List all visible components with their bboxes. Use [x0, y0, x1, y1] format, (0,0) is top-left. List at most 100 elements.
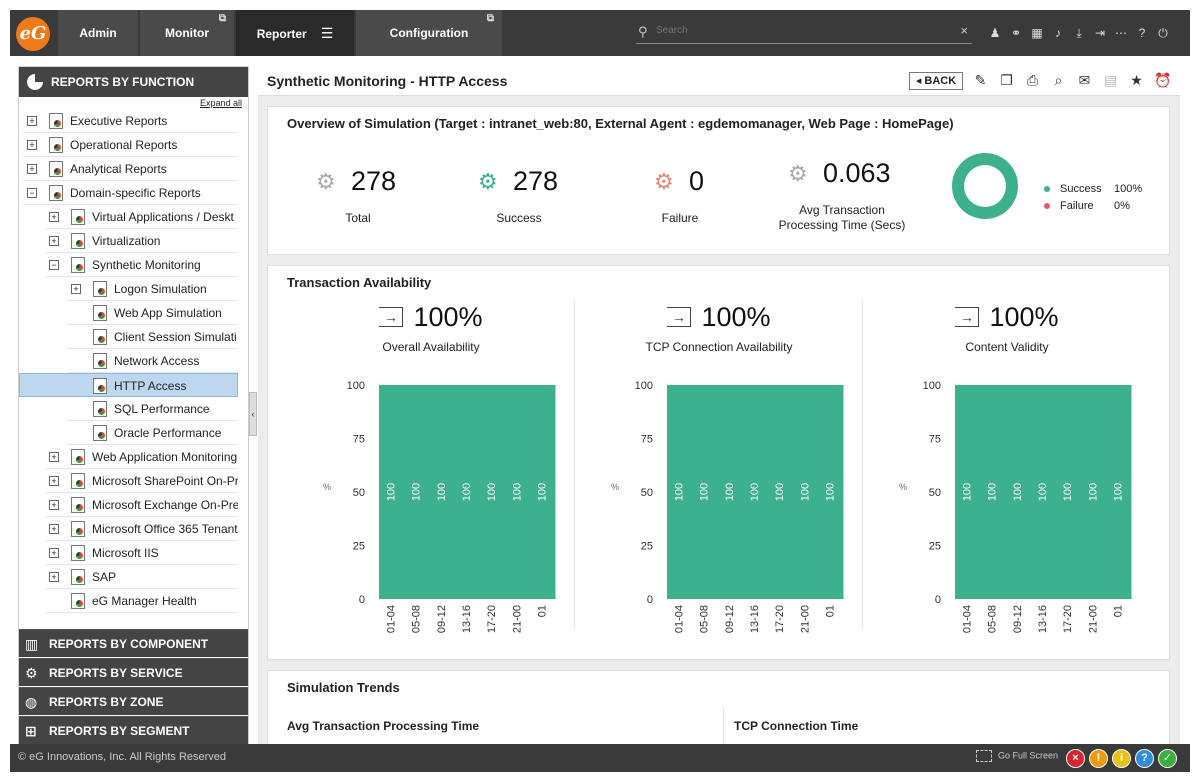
normal-alarm-icon[interactable]: ✓	[1158, 749, 1177, 768]
clear-search-icon[interactable]: ×	[960, 23, 968, 38]
tree-node[interactable]: Web App Simulation	[67, 301, 238, 325]
tree-node-label: Microsoft Office 365 Tenant	[92, 522, 238, 536]
x-tick-label: 17-20	[486, 605, 498, 633]
expand-icon[interactable]: +	[49, 524, 59, 534]
tree-node[interactable]: + Microsoft Office 365 Tenant	[45, 517, 238, 541]
login-arrow-icon: →	[955, 307, 980, 327]
power-icon[interactable]: ⏻	[1158, 25, 1168, 40]
tree-node[interactable]: + Microsoft IIS	[45, 541, 238, 565]
logout-icon[interactable]: ⇥	[1094, 26, 1106, 40]
tree-node[interactable]: + Executive Reports	[23, 109, 238, 133]
export-pdf-icon[interactable]: ⎙	[1026, 72, 1039, 88]
minor-alarm-icon[interactable]: i	[1112, 749, 1131, 768]
tab-label: Admin	[79, 26, 117, 40]
report-icon	[71, 545, 85, 561]
bar	[529, 385, 556, 599]
report-icon	[71, 257, 85, 273]
section-reports-by-segment[interactable]: ⊞ REPORTS BY SEGMENT	[19, 716, 248, 744]
link-icon[interactable]: ⚭	[1010, 26, 1022, 40]
schedule-alarm-icon[interactable]: ⏰	[1154, 72, 1172, 88]
download-icon[interactable]: ⤓	[1076, 25, 1082, 40]
unknown-alarm-icon[interactable]: ?	[1135, 749, 1154, 768]
section-reports-by-service[interactable]: ⚙ REPORTS BY SERVICE	[19, 658, 248, 686]
edit-report-icon[interactable]: ✎	[974, 72, 987, 88]
tree-node[interactable]: + Virtual Applications / Deskt	[45, 205, 238, 229]
tree-node[interactable]: + Logon Simulation	[67, 277, 238, 301]
critical-alarm-icon[interactable]: ×	[1066, 749, 1085, 768]
tree-node[interactable]: + Microsoft Exchange On-Pre	[45, 493, 238, 517]
stat-avg-time-value: 0.063	[823, 158, 891, 188]
sidebar-collapse-handle[interactable]: ‹	[249, 392, 257, 436]
tree-node[interactable]: − Synthetic Monitoring	[45, 253, 238, 277]
tree-node-label: Virtualization	[92, 234, 161, 248]
stat-success-value: 278	[513, 166, 559, 196]
more-icon[interactable]: ⋯	[1115, 26, 1127, 40]
report-icon	[49, 161, 63, 177]
tab-configuration[interactable]: Configuration ⧉	[356, 10, 502, 56]
bar-chart: 0 25 50 75 100% 100 01-04 100 05-08 100 09-12 100 13…	[611, 380, 844, 633]
user-icon[interactable]: ♟	[989, 26, 1001, 40]
tree-node[interactable]: SQL Performance	[67, 397, 238, 421]
menu-icon[interactable]: ☰	[320, 25, 334, 41]
y-tick-label: 100	[347, 380, 365, 392]
expand-icon[interactable]: +	[49, 212, 59, 222]
tab-monitor[interactable]: Monitor ⧉	[140, 10, 234, 56]
search-input[interactable]	[656, 25, 946, 36]
tree-node[interactable]: + Virtualization	[45, 229, 238, 253]
full-screen-button[interactable]: Go Full Screen	[976, 750, 1058, 762]
expand-icon[interactable]: +	[27, 140, 37, 150]
tree-node[interactable]: + Web Application Monitoring	[45, 445, 238, 469]
building-icon[interactable]: ▦	[1031, 26, 1043, 40]
print-icon[interactable]: ⌕	[1054, 72, 1063, 88]
report-icon	[93, 305, 107, 321]
collapse-icon[interactable]: −	[49, 260, 59, 270]
expand-icon[interactable]: +	[27, 116, 37, 126]
eg-logo[interactable]: eG	[16, 17, 50, 51]
bar	[1105, 385, 1132, 599]
tree-node[interactable]: + SAP	[45, 565, 238, 589]
tree-node[interactable]: Client Session Simulati	[67, 325, 238, 349]
expand-icon[interactable]: +	[49, 548, 59, 558]
email-icon[interactable]: ✉	[1078, 72, 1091, 88]
expand-icon[interactable]: +	[49, 500, 59, 510]
expand-icon[interactable]: +	[71, 284, 81, 294]
fullscreen-icon	[976, 750, 992, 762]
copy-report-icon[interactable]: ❐	[1000, 72, 1013, 88]
favorite-star-icon[interactable]: ★	[1130, 72, 1143, 88]
report-icon	[49, 185, 63, 201]
availability-title: Transaction Availability	[287, 275, 432, 290]
section-label: REPORTS BY SEGMENT	[49, 724, 190, 738]
sidebar-header[interactable]: REPORTS BY FUNCTION	[19, 67, 248, 97]
section-reports-by-component[interactable]: ▥ REPORTS BY COMPONENT	[19, 629, 248, 657]
tree-node[interactable]: Network Access	[67, 349, 238, 373]
expand-icon[interactable]: +	[49, 476, 59, 486]
help-icon[interactable]: ?	[1138, 26, 1146, 40]
expand-all-link[interactable]: Expand all	[199, 98, 242, 108]
section-reports-by-zone[interactable]: ◍ REPORTS BY ZONE	[19, 687, 248, 715]
tree-node[interactable]: + Microsoft SharePoint On-Pr	[45, 469, 238, 493]
tree-node-label: HTTP Access	[114, 379, 187, 393]
tab-admin[interactable]: Admin	[58, 10, 138, 56]
tree-node[interactable]: − Domain-specific Reports	[23, 181, 238, 205]
y-tick-label: 0	[647, 594, 653, 606]
bell-icon[interactable]: ♪	[1055, 26, 1061, 40]
y-axis-label: %	[323, 482, 331, 492]
bar	[1005, 385, 1031, 599]
y-axis-label: %	[611, 482, 619, 492]
tree-node[interactable]: eG Manager Health	[45, 589, 238, 613]
major-alarm-icon[interactable]: !	[1089, 749, 1108, 768]
tree-node-selected[interactable]: HTTP Access	[19, 373, 238, 397]
expand-icon[interactable]: +	[49, 452, 59, 462]
back-button[interactable]: ◂ BACK	[909, 72, 963, 90]
collapse-icon[interactable]: −	[27, 188, 37, 198]
expand-icon[interactable]: +	[27, 164, 37, 174]
tree-node-label: Synthetic Monitoring	[92, 258, 201, 272]
x-tick-label: 05-08	[411, 605, 423, 633]
tree-node[interactable]: + Operational Reports	[23, 133, 238, 157]
tree-node[interactable]: Oracle Performance	[67, 421, 238, 445]
expand-icon[interactable]: +	[49, 572, 59, 582]
tree-node[interactable]: + Analytical Reports	[23, 157, 238, 181]
bar-data-label: 100	[1087, 483, 1099, 501]
expand-icon[interactable]: +	[49, 236, 59, 246]
tab-reporter[interactable]: Reporter ☰	[236, 10, 354, 56]
